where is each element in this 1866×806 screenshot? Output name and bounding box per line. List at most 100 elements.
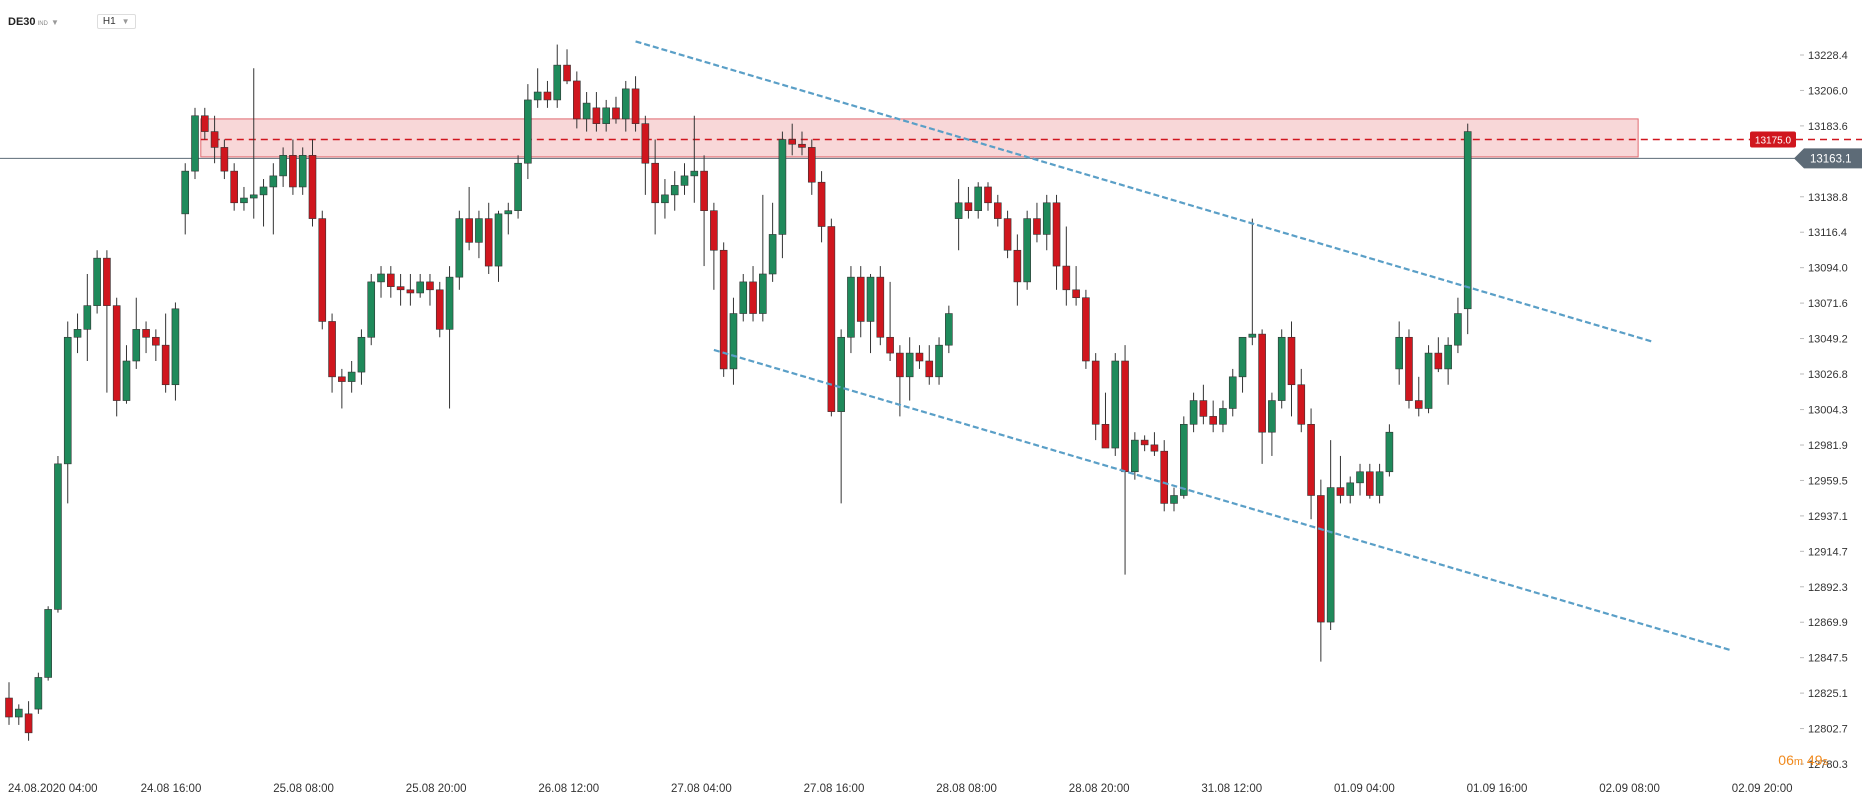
bear-candle-body bbox=[308, 155, 317, 219]
bull-candle-body bbox=[122, 360, 131, 401]
bull-candle-body bbox=[416, 281, 424, 294]
x-tick-label: 27.08 16:00 bbox=[804, 783, 865, 795]
price-labels-layer: 13175.0 13163.1 bbox=[1750, 131, 1862, 169]
bull-candle-body bbox=[1395, 336, 1403, 370]
candle bbox=[1405, 329, 1413, 409]
bear-candle-body bbox=[1160, 450, 1169, 504]
candle bbox=[964, 186, 973, 219]
candle bbox=[259, 179, 268, 227]
candle bbox=[504, 202, 513, 235]
countdown-seconds-unit: s bbox=[1822, 756, 1829, 768]
y-tick-label: 12892.3 bbox=[1808, 582, 1848, 594]
bear-candle-body bbox=[631, 88, 640, 124]
candle bbox=[1052, 194, 1061, 290]
y-tick-label: 12959.5 bbox=[1808, 475, 1848, 487]
candle bbox=[1238, 336, 1247, 393]
y-tick-label: 13094.0 bbox=[1808, 263, 1848, 275]
candle bbox=[308, 139, 317, 227]
bull-candle-body bbox=[1219, 408, 1227, 425]
bear-candle-body bbox=[201, 115, 209, 132]
candle bbox=[817, 171, 826, 243]
candle bbox=[34, 672, 43, 714]
candle bbox=[690, 115, 699, 203]
bear-candle-body bbox=[161, 344, 170, 386]
candle bbox=[201, 107, 209, 140]
bear-candle-body bbox=[817, 181, 826, 227]
candle bbox=[1268, 392, 1276, 456]
candle bbox=[651, 139, 659, 235]
bull-candle-body bbox=[14, 708, 23, 718]
bear-candle-body bbox=[210, 131, 219, 148]
countdown-seconds: 49 bbox=[1806, 752, 1823, 768]
candle bbox=[230, 163, 238, 211]
bull-candle-body bbox=[171, 308, 180, 386]
bull-candle-body bbox=[1180, 423, 1188, 496]
level-price-label: 13175.0 bbox=[1755, 135, 1792, 146]
bull-candle-body bbox=[1111, 360, 1120, 449]
bull-candle-body bbox=[1346, 482, 1355, 496]
bear-candle-body bbox=[1317, 495, 1325, 623]
symbol-selector[interactable]: DE30 IND ▼ bbox=[8, 16, 59, 28]
candle bbox=[191, 107, 199, 180]
y-tick-label: 13049.2 bbox=[1808, 334, 1848, 346]
candle bbox=[935, 337, 943, 385]
bear-candle-body bbox=[230, 170, 238, 204]
bull-candle-body bbox=[34, 677, 43, 710]
candle bbox=[240, 186, 248, 211]
bear-candle-body bbox=[915, 352, 924, 362]
timeframe-selector[interactable]: H1 ▼ bbox=[96, 14, 136, 29]
bear-candle-body bbox=[1003, 218, 1012, 251]
bull-candle-body bbox=[524, 99, 532, 164]
candle bbox=[984, 182, 992, 211]
bull-candle-body bbox=[621, 88, 630, 120]
bull-candle-body bbox=[866, 276, 875, 322]
candle bbox=[680, 163, 689, 195]
bear-candle-body bbox=[406, 289, 415, 294]
candle bbox=[122, 345, 131, 404]
bull-candle-body bbox=[1444, 344, 1452, 370]
candle bbox=[44, 606, 52, 681]
bear-candle-body bbox=[1209, 416, 1217, 425]
bull-candle-body bbox=[1131, 439, 1139, 473]
candle bbox=[14, 704, 23, 725]
last-price-tag bbox=[1794, 148, 1862, 169]
bear-candle-body bbox=[964, 202, 973, 211]
candle bbox=[63, 321, 72, 504]
candle bbox=[445, 266, 454, 409]
bull-candle-body bbox=[73, 329, 82, 338]
candle bbox=[759, 194, 767, 322]
bear-candle-body bbox=[396, 286, 405, 291]
bear-candle-body bbox=[896, 352, 904, 378]
candle bbox=[220, 139, 229, 180]
candle bbox=[494, 210, 503, 282]
bear-candle-body bbox=[1140, 439, 1149, 446]
candle bbox=[103, 250, 111, 393]
candle bbox=[1111, 353, 1120, 456]
candle bbox=[876, 266, 885, 346]
bear-candle-body bbox=[807, 147, 816, 183]
bear-candle-body bbox=[220, 147, 229, 172]
bear-candle-body bbox=[1366, 471, 1374, 496]
candle bbox=[1356, 463, 1364, 496]
bull-candle-body bbox=[54, 463, 62, 610]
candle bbox=[1424, 345, 1433, 414]
x-tick-label: 26.08 12:00 bbox=[538, 783, 599, 795]
bear-candle-body bbox=[5, 697, 13, 718]
bull-candle-body bbox=[63, 336, 72, 465]
bear-candle-body bbox=[827, 226, 836, 412]
candle bbox=[93, 250, 101, 314]
bear-candle-body bbox=[152, 336, 160, 346]
bull-candle-body bbox=[729, 313, 738, 370]
bear-candle-body bbox=[328, 321, 336, 378]
bear-candle-body bbox=[710, 210, 718, 251]
bear-candle-body bbox=[1434, 352, 1443, 370]
timeframe-label: H1 bbox=[102, 16, 116, 27]
bull-candle-body bbox=[759, 273, 767, 314]
bull-candle-body bbox=[259, 186, 268, 196]
chevron-down-icon: ▼ bbox=[50, 17, 59, 27]
candle bbox=[905, 337, 914, 401]
candle bbox=[416, 273, 424, 298]
candle bbox=[1414, 376, 1423, 417]
candles-layer bbox=[5, 44, 1472, 741]
